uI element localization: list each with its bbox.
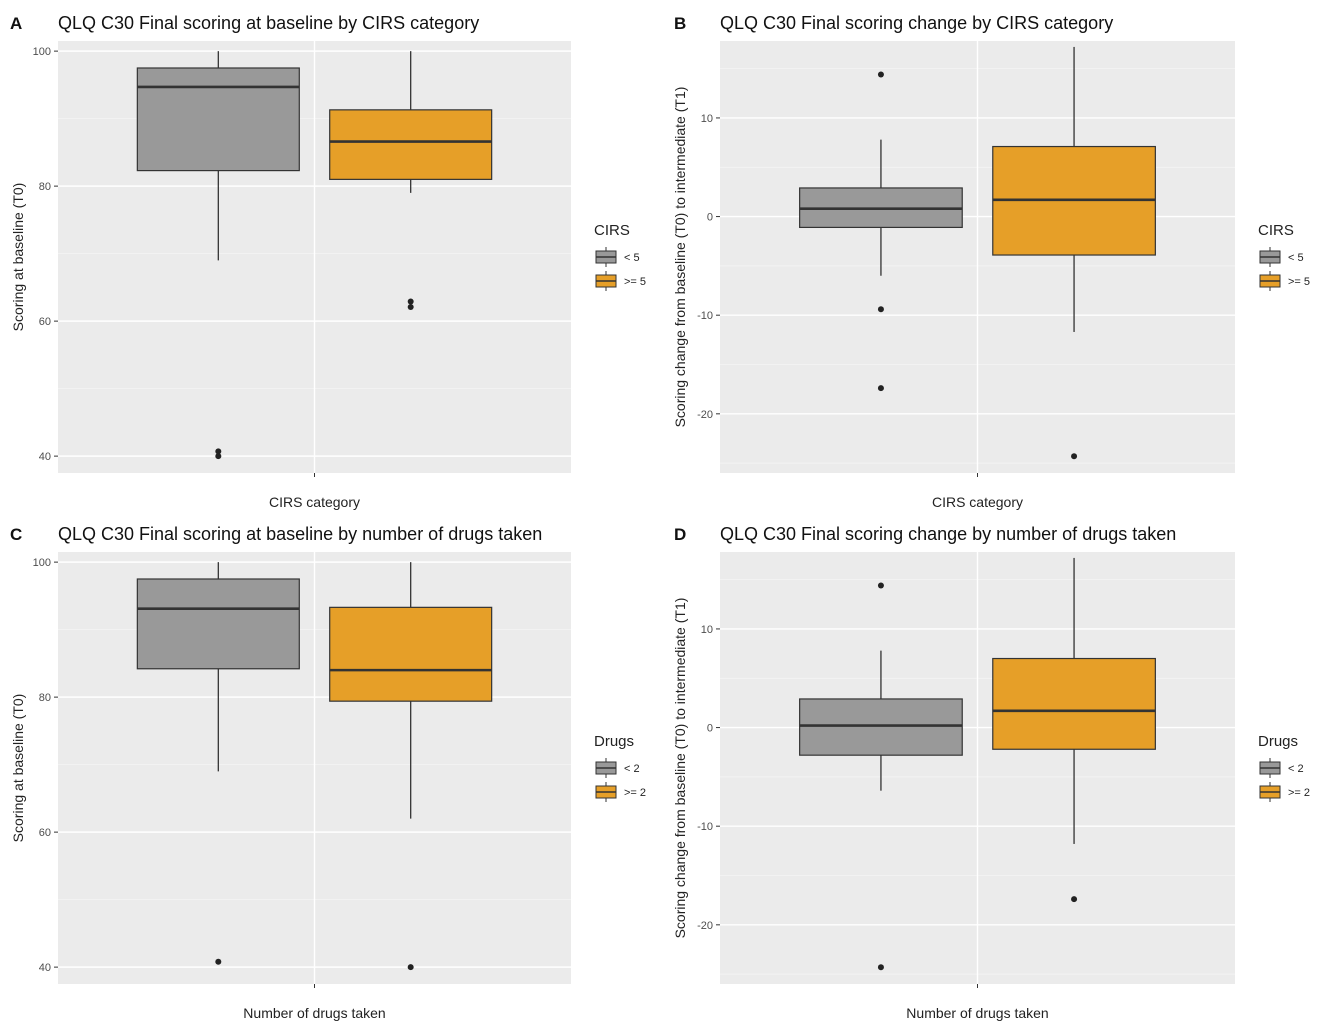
y-tick-label: -20 (697, 409, 713, 421)
panel-b: B QLQ C30 Final scoring change by CIRS ca… (672, 13, 1310, 510)
boxplot-group1 (799, 582, 963, 971)
x-axis-title: Number of drugs taken (906, 1005, 1048, 1021)
legend: CIRS < 5 >= 5 (1258, 222, 1310, 291)
y-tick-label: 40 (39, 451, 51, 463)
outlier-point (877, 71, 884, 78)
y-tick-label: 80 (39, 692, 51, 704)
outlier-point (407, 298, 414, 305)
outlier-point (877, 964, 884, 971)
iqr-box (329, 109, 493, 180)
legend-label: >= 2 (1288, 787, 1310, 799)
y-tick-label: 0 (707, 212, 713, 224)
y-tick-label: 80 (39, 181, 51, 193)
outlier-point (1071, 453, 1078, 460)
outlier-point (215, 958, 222, 965)
panel-a: A QLQ C30 Final scoring at baseline by CI… (10, 13, 646, 510)
x-axis-title: CIRS category (932, 494, 1023, 510)
y-axis-title: Scoring at baseline (T0) (10, 694, 26, 843)
outlier-point (877, 306, 884, 313)
legend-label: < 5 (624, 252, 640, 264)
legend: Drugs < 2 >= 2 (594, 733, 646, 802)
iqr-box (329, 606, 493, 702)
y-tick-label: 10 (701, 113, 713, 125)
legend-label: >= 5 (624, 276, 646, 288)
legend-title: CIRS (1258, 222, 1294, 239)
boxplot-group2 (329, 51, 493, 310)
outlier-point (877, 385, 884, 392)
x-axis-title: CIRS category (269, 494, 360, 510)
panel-letter: B (674, 14, 686, 33)
y-tick-label: 10 (701, 624, 713, 636)
legend-label: < 2 (624, 763, 640, 775)
y-axis-title: Scoring change from baseline (T0) to int… (672, 87, 688, 428)
panel-letter: A (10, 14, 22, 33)
y-tick-label: -10 (697, 821, 713, 833)
y-tick-label: 40 (39, 962, 51, 974)
outlier-point (1071, 896, 1078, 903)
y-tick-label: -20 (697, 920, 713, 932)
boxplot-group1 (136, 562, 300, 965)
iqr-box (136, 578, 300, 670)
y-tick-label: 100 (33, 46, 51, 58)
outlier-point (877, 582, 884, 589)
boxplot-group1 (799, 71, 963, 392)
y-tick-label: 100 (33, 557, 51, 569)
outlier-point (407, 964, 414, 971)
legend-label: < 2 (1288, 763, 1304, 775)
panel-title: QLQ C30 Final scoring at baseline by num… (58, 524, 542, 544)
y-tick-label: 60 (39, 827, 51, 839)
legend: Drugs < 2 >= 2 (1258, 733, 1310, 802)
outlier-point (407, 303, 414, 310)
y-tick-label: -10 (697, 310, 713, 322)
panel-letter: D (674, 525, 686, 544)
legend-title: Drugs (1258, 733, 1298, 750)
iqr-box (136, 67, 300, 172)
boxplot-group2 (329, 562, 493, 971)
boxplot-group2 (992, 557, 1156, 903)
boxplot-group1 (136, 51, 300, 460)
y-axis-title: Scoring at baseline (T0) (10, 183, 26, 332)
outlier-point (215, 453, 222, 460)
iqr-box (992, 657, 1156, 750)
x-axis-title: Number of drugs taken (243, 1005, 385, 1021)
legend-title: CIRS (594, 222, 630, 239)
panel-d: D QLQ C30 Final scoring change by number … (672, 524, 1310, 1021)
legend-label: < 5 (1288, 252, 1304, 264)
panel-letter: C (10, 525, 22, 544)
panel-title: QLQ C30 Final scoring at baseline by CIR… (58, 13, 479, 33)
panel-title: QLQ C30 Final scoring change by number o… (720, 524, 1176, 544)
boxplot-group2 (992, 46, 1156, 460)
legend-title: Drugs (594, 733, 634, 750)
y-tick-label: 0 (707, 723, 713, 735)
y-tick-label: 60 (39, 316, 51, 328)
panel-c: C QLQ C30 Final scoring at baseline by nu… (10, 524, 646, 1021)
panel-title: QLQ C30 Final scoring change by CIRS cat… (720, 13, 1113, 33)
legend-label: >= 5 (1288, 276, 1310, 288)
outlier-point (215, 448, 222, 455)
legend: CIRS < 5 >= 5 (594, 222, 646, 291)
y-axis-title: Scoring change from baseline (T0) to int… (672, 598, 688, 939)
iqr-box (799, 698, 963, 756)
legend-label: >= 2 (624, 787, 646, 799)
